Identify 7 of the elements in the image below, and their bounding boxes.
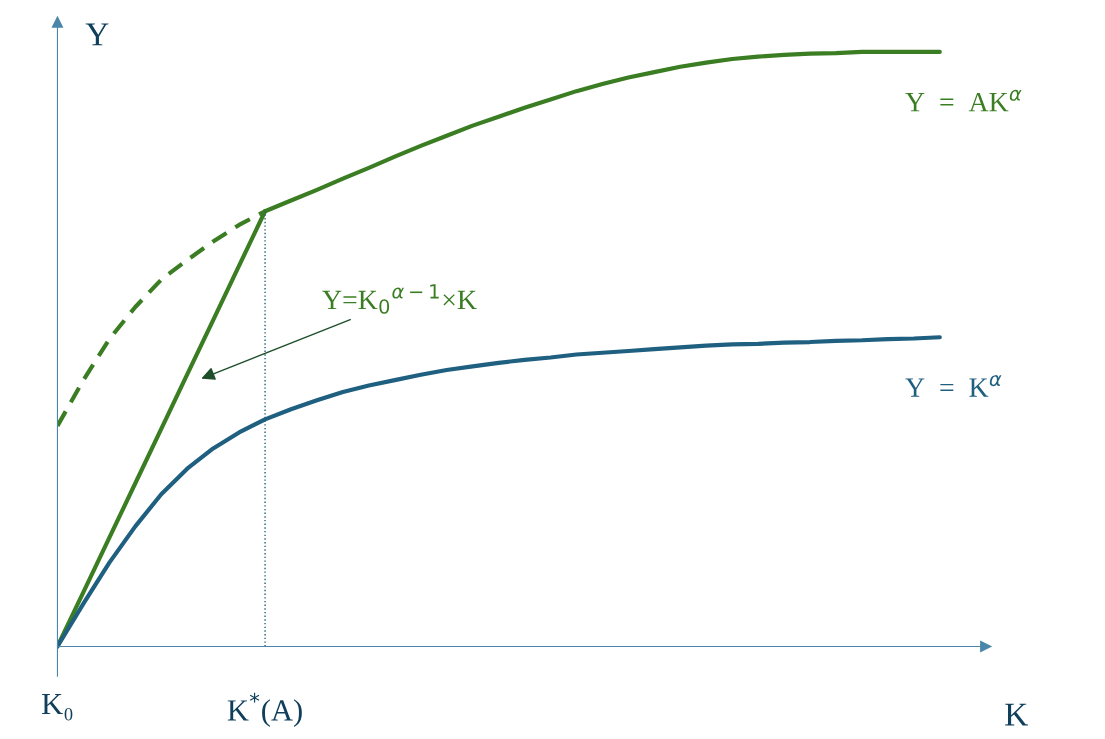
annotation: Y=K$_{0}$$^{α−1}$×K bbox=[322, 284, 477, 314]
x-tick-label: K$^{*}$(A) bbox=[227, 692, 302, 727]
y-axis-title: Y bbox=[85, 23, 109, 46]
x-axis-title: K bbox=[1005, 703, 1028, 726]
x-tick-label: K₀ bbox=[41, 694, 73, 721]
series-label: Y = K$^{α}$ bbox=[905, 375, 1002, 397]
series-label: Y = AK$^{α}$ bbox=[905, 89, 1022, 112]
